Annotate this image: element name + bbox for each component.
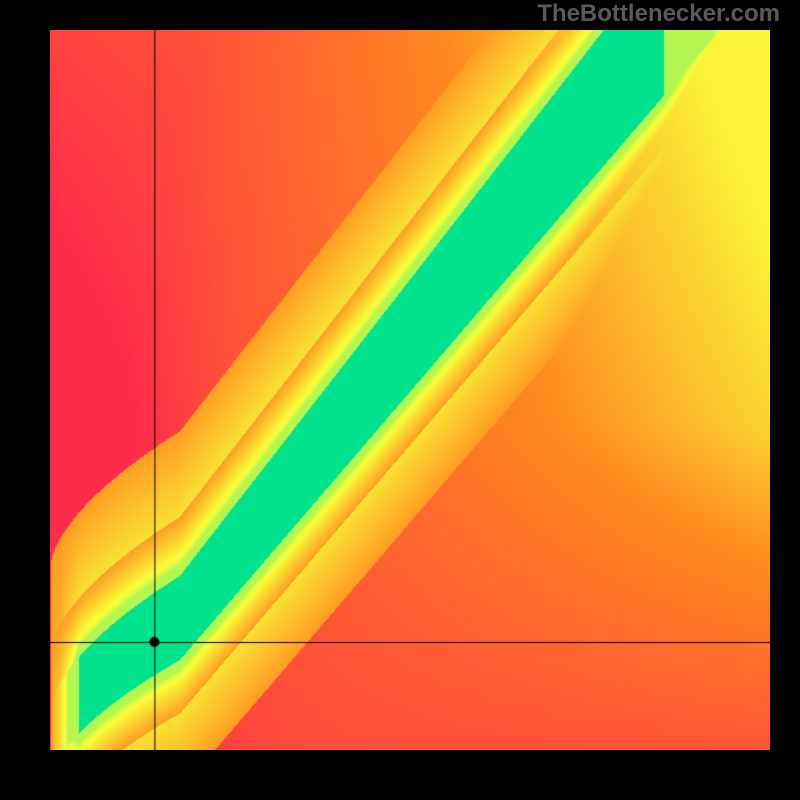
heatmap-plot bbox=[50, 30, 770, 750]
heatmap-canvas bbox=[50, 30, 770, 750]
app-container: TheBottlenecker.com bbox=[0, 0, 800, 800]
watermark-text: TheBottlenecker.com bbox=[537, 0, 780, 28]
